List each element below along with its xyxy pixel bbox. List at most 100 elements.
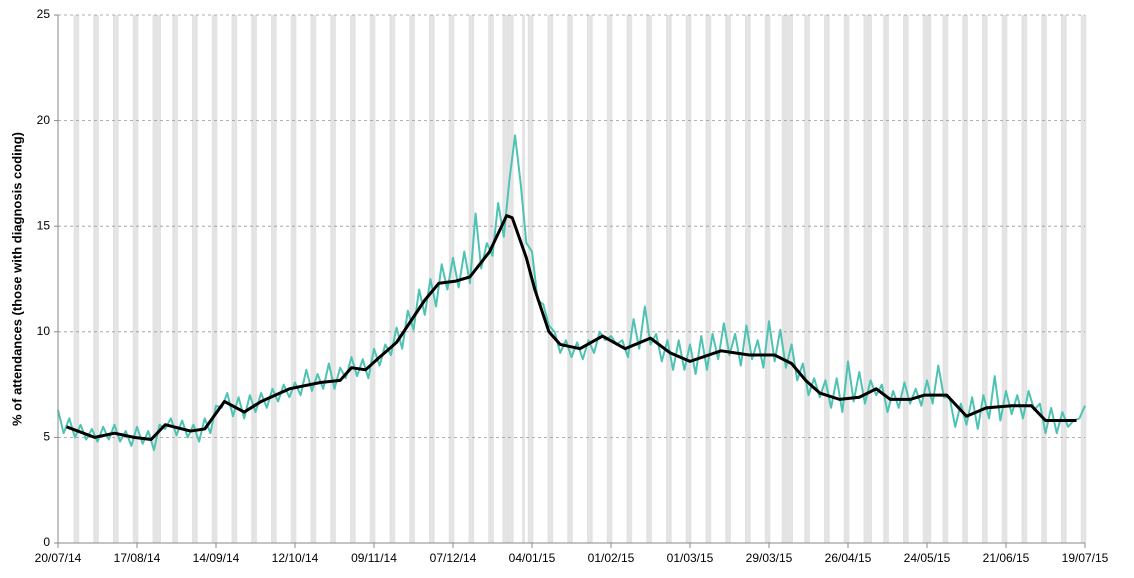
shaded-day	[152, 15, 156, 543]
shaded-day	[234, 15, 238, 543]
shaded-day	[330, 15, 334, 543]
shaded-day	[745, 15, 748, 543]
shaded-day	[843, 15, 847, 543]
shaded-day	[747, 15, 751, 543]
y-tick-label: 20	[37, 113, 51, 127]
shaded-day	[290, 15, 294, 543]
shaded-day	[369, 15, 373, 543]
series-line	[57, 134, 1086, 452]
shaded-day	[491, 15, 494, 543]
shaded-day	[412, 15, 415, 543]
shaded-day	[668, 15, 672, 543]
shaded-day	[194, 15, 198, 543]
x-tick-label: 24/05/15	[904, 551, 951, 565]
shaded-day	[392, 15, 396, 543]
shaded-day	[293, 15, 297, 543]
shaded-day	[764, 15, 768, 543]
shaded-day	[132, 15, 136, 543]
x-tick-label: 26/04/15	[825, 551, 872, 565]
shaded-day	[389, 15, 393, 543]
shaded-day	[804, 15, 808, 543]
shaded-day	[251, 15, 255, 543]
shaded-day	[502, 15, 506, 543]
axes: 0 5 10 15 20 25 20/07/14 17/08/14 14/09/14 12/10/…	[35, 7, 1109, 565]
shaded-day	[705, 15, 709, 543]
shaded-day	[310, 15, 314, 543]
shaded-day	[787, 15, 791, 543]
shaded-day	[115, 15, 119, 543]
shaded-day	[313, 15, 317, 543]
shaded-day	[1024, 15, 1028, 543]
x-tick-label: 12/10/14	[272, 551, 319, 565]
shaded-day	[903, 15, 906, 543]
shaded-day	[649, 15, 652, 543]
shaded-day	[550, 15, 554, 543]
shaded-day	[172, 15, 176, 543]
shaded-day	[925, 15, 929, 543]
shaded-day	[1061, 15, 1064, 543]
shaded-day	[589, 15, 593, 543]
shaded-day	[708, 15, 712, 543]
shaded-day	[784, 15, 788, 543]
shaded-day	[211, 15, 215, 543]
shaded-day	[73, 15, 77, 543]
shaded-day	[685, 15, 689, 543]
shaded-day	[273, 15, 277, 543]
shaded-day	[527, 15, 531, 543]
shaded-day	[905, 15, 909, 543]
shaded-day	[587, 15, 590, 543]
shaded-day	[945, 15, 949, 543]
shaded-day	[372, 15, 376, 543]
shaded-day	[1004, 15, 1008, 543]
shaded-day	[688, 15, 692, 543]
y-tick-label: 5	[43, 430, 50, 444]
shaded-day	[606, 15, 610, 543]
shaded-day	[271, 15, 274, 543]
shaded-day	[508, 15, 511, 543]
shaded-day	[1044, 15, 1047, 543]
shaded-day	[231, 15, 235, 543]
shaded-day	[570, 15, 573, 543]
shaded-day	[626, 15, 630, 543]
shaded-day	[352, 15, 356, 543]
shaded-day	[350, 15, 353, 543]
y-tick-label: 25	[37, 7, 51, 21]
shaded-day	[488, 15, 492, 543]
x-tick-label: 19/07/15	[1062, 551, 1109, 565]
shaded-day	[96, 15, 99, 543]
shaded-day	[922, 15, 926, 543]
shaded-day	[431, 15, 435, 543]
shaded-day	[629, 15, 633, 543]
shaded-day	[942, 15, 946, 543]
shaded-day	[214, 15, 218, 543]
shaded-day	[666, 15, 669, 543]
shaded-day	[1080, 15, 1084, 543]
shaded-day	[522, 15, 525, 543]
shaded-day	[333, 15, 336, 543]
shaded-day	[982, 15, 985, 543]
shaded-day	[790, 15, 793, 543]
shaded-day	[1001, 15, 1005, 543]
shaded-day	[409, 15, 413, 543]
x-tick-label: 01/02/15	[588, 551, 635, 565]
shaded-day	[846, 15, 850, 543]
shaded-day	[869, 15, 872, 543]
shaded-day	[807, 15, 810, 543]
series-line	[65, 214, 1077, 442]
x-tick-label: 09/11/14	[351, 551, 397, 565]
shaded-day	[76, 15, 80, 543]
shaded-day	[451, 15, 455, 543]
y-tick-label: 10	[37, 324, 51, 338]
shaded-day	[646, 15, 650, 543]
shaded-day	[728, 15, 731, 543]
shaded-day	[93, 15, 97, 543]
shaded-day	[192, 15, 195, 543]
shaded-day	[175, 15, 178, 543]
shaded-day	[962, 15, 966, 543]
shaded-day	[254, 15, 257, 543]
shaded-day	[158, 15, 161, 543]
shaded-day	[886, 15, 889, 543]
shaded-day	[1063, 15, 1067, 543]
y-axis-title: % of attendances (those with diagnosis c…	[9, 132, 24, 426]
